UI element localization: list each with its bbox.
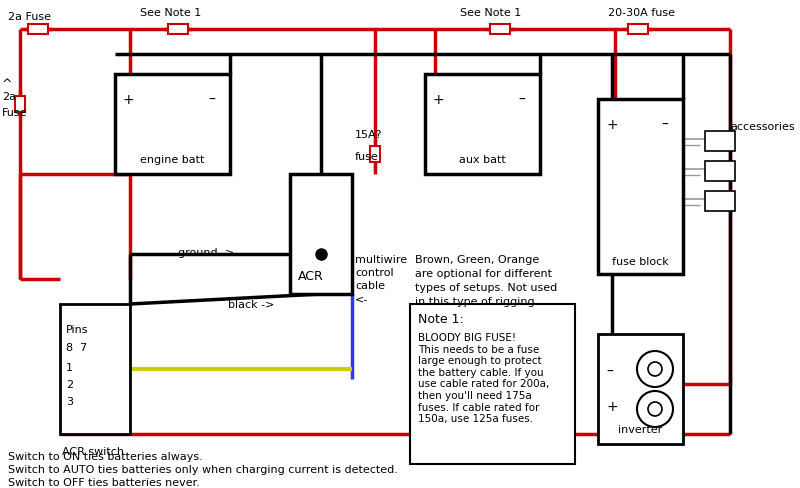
Text: +: + <box>606 399 618 413</box>
Text: inverter: inverter <box>618 424 662 434</box>
Text: 3: 3 <box>66 396 73 406</box>
Text: black ->: black -> <box>228 299 274 309</box>
Bar <box>705 162 735 182</box>
Bar <box>15 97 25 113</box>
Text: 15A?: 15A? <box>355 130 382 140</box>
Text: fuse: fuse <box>355 152 378 162</box>
Text: multiwire: multiwire <box>355 254 407 264</box>
Bar <box>60 305 130 434</box>
Bar <box>628 25 648 35</box>
Text: 8  7: 8 7 <box>66 342 87 352</box>
Text: ^: ^ <box>2 78 13 91</box>
Text: <-: <- <box>355 293 368 304</box>
Text: +: + <box>123 93 134 107</box>
Text: 2a: 2a <box>2 92 16 102</box>
Bar <box>370 147 380 163</box>
Text: Fuse: Fuse <box>2 108 27 118</box>
Bar <box>28 25 48 35</box>
Text: cable: cable <box>355 281 385 290</box>
Bar <box>410 305 575 464</box>
Text: ground ->: ground -> <box>178 247 234 258</box>
Bar <box>598 334 683 444</box>
Text: +: + <box>606 118 618 132</box>
Text: See Note 1: See Note 1 <box>460 8 522 18</box>
Text: ACR: ACR <box>298 269 324 283</box>
Bar <box>705 132 735 152</box>
Bar <box>425 75 540 175</box>
Text: aux batt: aux batt <box>458 155 506 164</box>
Text: control: control <box>355 267 394 278</box>
Text: fuse block: fuse block <box>612 257 668 266</box>
Text: +: + <box>433 93 445 107</box>
Text: types of setups. Not used: types of setups. Not used <box>415 283 558 292</box>
Bar <box>168 25 188 35</box>
Bar <box>290 175 352 294</box>
Text: ACR switch: ACR switch <box>62 446 124 456</box>
Text: in this type of rigging.: in this type of rigging. <box>415 296 538 306</box>
Text: Pins: Pins <box>66 325 89 334</box>
Text: 1: 1 <box>66 362 73 372</box>
Bar <box>598 100 683 274</box>
Text: –: – <box>518 93 525 107</box>
Text: accessories: accessories <box>730 122 794 132</box>
Text: –: – <box>606 364 613 378</box>
Text: See Note 1: See Note 1 <box>140 8 202 18</box>
Text: Brown, Green, Orange: Brown, Green, Orange <box>415 254 539 264</box>
Text: Note 1:: Note 1: <box>418 312 464 325</box>
Text: –: – <box>208 93 215 107</box>
Text: BLOODY BIG FUSE!
This needs to be a fuse
large enough to protect
the battery cab: BLOODY BIG FUSE! This needs to be a fuse… <box>418 332 550 423</box>
Text: Switch to AUTO ties batteries only when charging current is detected.: Switch to AUTO ties batteries only when … <box>8 464 398 474</box>
Text: 2a Fuse: 2a Fuse <box>8 12 51 22</box>
Bar <box>115 75 230 175</box>
Bar <box>705 192 735 212</box>
Text: –: – <box>661 118 668 132</box>
Bar <box>490 25 510 35</box>
Text: are optional for different: are optional for different <box>415 268 552 279</box>
Text: Switch to OFF ties batteries never.: Switch to OFF ties batteries never. <box>8 477 200 487</box>
Text: 2: 2 <box>66 379 73 389</box>
Text: 20-30A fuse: 20-30A fuse <box>608 8 675 18</box>
Text: engine batt: engine batt <box>140 155 204 164</box>
Text: Switch to ON ties batteries always.: Switch to ON ties batteries always. <box>8 451 202 461</box>
